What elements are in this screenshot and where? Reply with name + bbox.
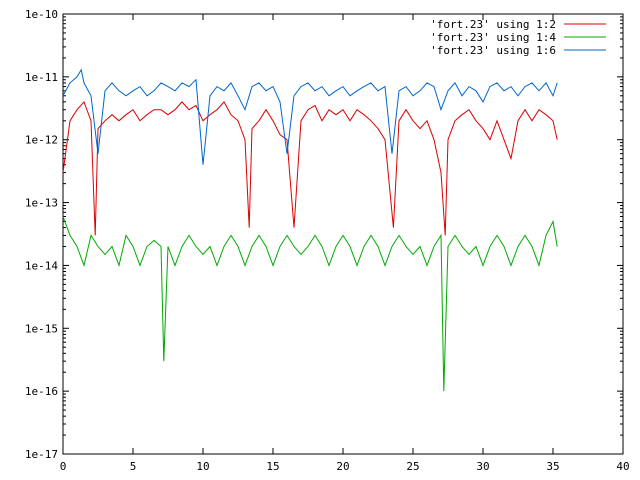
x-tick-label: 40 <box>616 460 629 473</box>
y-tick-label: 1e-10 <box>25 8 58 21</box>
y-tick-label: 1e-15 <box>25 322 58 335</box>
legend-label-3: 'fort.23' using 1:6 <box>430 44 556 57</box>
x-tick-label: 20 <box>336 460 349 473</box>
series-line-2 <box>62 216 558 392</box>
x-tick-label: 30 <box>476 460 489 473</box>
x-tick-label: 10 <box>196 460 209 473</box>
plot-frame <box>62 13 624 455</box>
series-line-1 <box>62 100 558 236</box>
legend-label-1: 'fort.23' using 1:2 <box>430 18 556 31</box>
y-tick-label: 1e-11 <box>25 71 58 84</box>
x-tick-label: 35 <box>546 460 559 473</box>
axis-ticks: 0 5 10 15 20 25 30 35 40 1e-17 1e-16 1e-15 1e-14 1e-1… <box>25 8 630 473</box>
legend: 'fort.23' using 1:2'fort.23' using 1:4'f… <box>430 18 606 57</box>
x-tick-label: 25 <box>406 460 419 473</box>
legend-label-2: 'fort.23' using 1:4 <box>430 31 556 44</box>
x-tick-label: 15 <box>266 460 279 473</box>
y-tick-label: 1e-14 <box>25 259 58 272</box>
x-tick-label: 5 <box>130 460 137 473</box>
series-line-3 <box>62 68 558 165</box>
y-tick-label: 1e-17 <box>25 448 58 461</box>
y-tick-label: 1e-12 <box>25 134 58 147</box>
y-tick-label: 1e-13 <box>25 197 58 210</box>
series-group <box>62 68 558 392</box>
y-tick-label: 1e-16 <box>25 385 58 398</box>
x-tick-label: 0 <box>60 460 67 473</box>
